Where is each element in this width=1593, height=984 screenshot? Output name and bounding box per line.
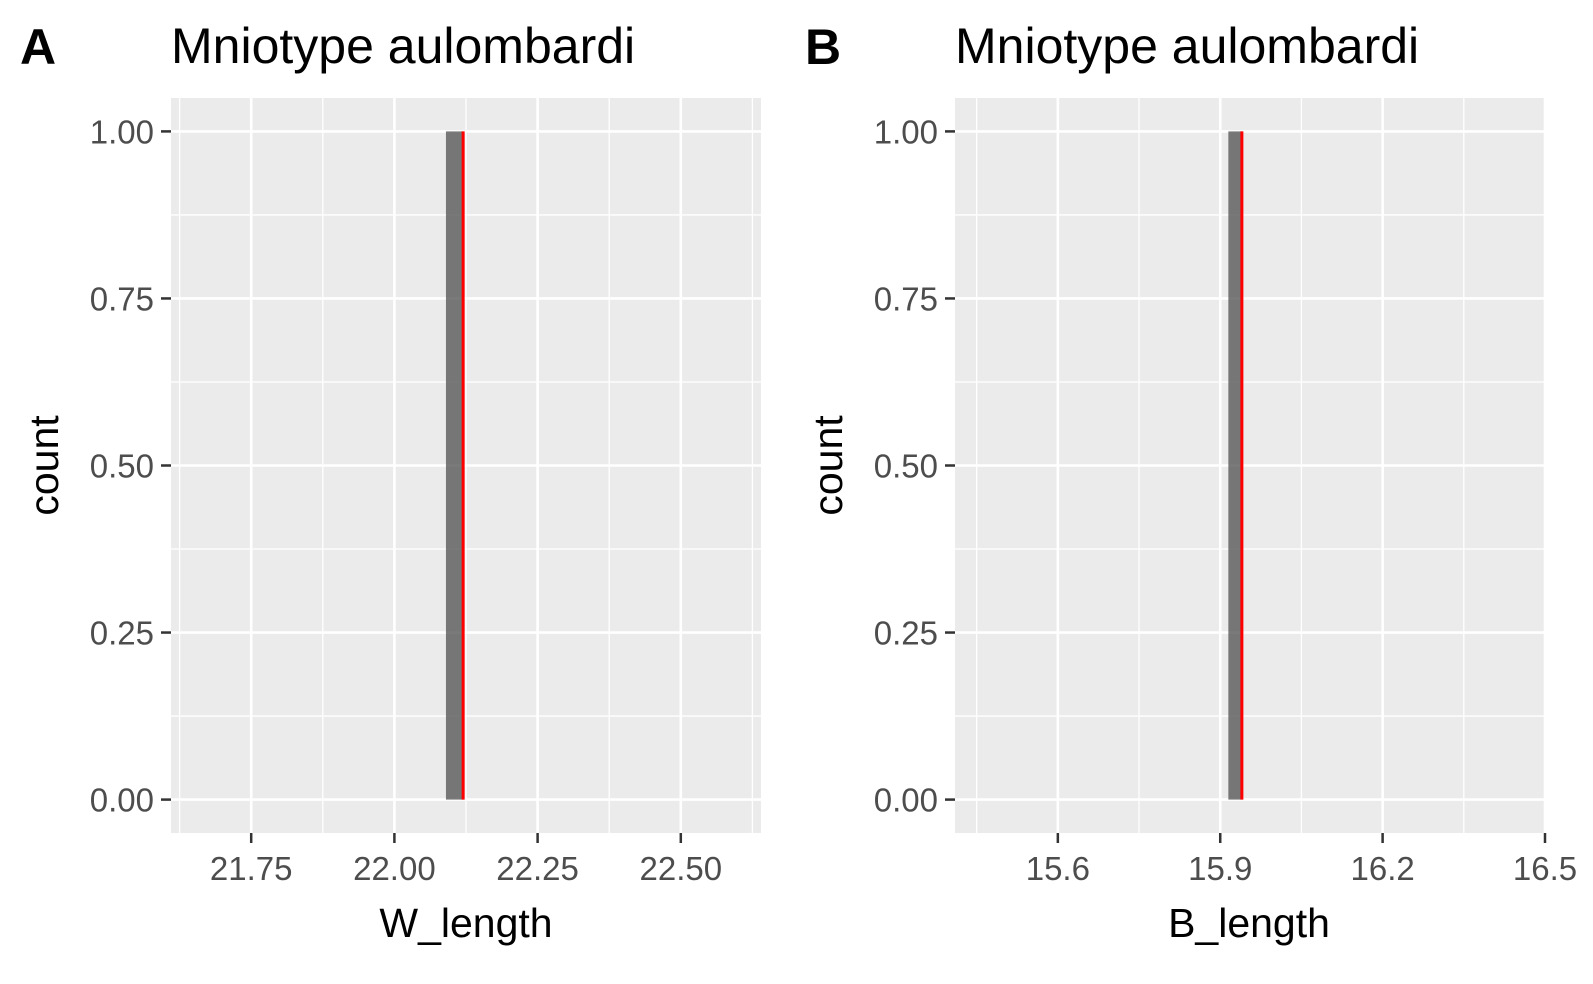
x-tick-label: 22.25 — [496, 850, 579, 887]
panel-tag: B — [805, 19, 841, 75]
chart-title: Mniotype aulombardi — [955, 18, 1419, 74]
y-tick-label: 0.25 — [90, 615, 154, 652]
x-axis-title: B_length — [1168, 900, 1330, 946]
y-tick-label: 0.00 — [874, 782, 938, 819]
x-tick-label: 15.9 — [1188, 850, 1252, 887]
x-axis-title: W_length — [379, 900, 552, 946]
y-axis-title: count — [805, 415, 851, 516]
y-axis-title: count — [21, 415, 67, 516]
y-tick-label: 0.50 — [874, 448, 938, 485]
y-tick-label: 1.00 — [90, 113, 154, 150]
panel-tag: A — [20, 19, 56, 75]
y-tick-label: 1.00 — [874, 113, 938, 150]
y-tick-label: 0.75 — [90, 280, 154, 317]
y-tick-label: 0.00 — [90, 782, 154, 819]
x-tick-label: 16.5 — [1513, 850, 1577, 887]
x-tick-label: 22.50 — [640, 850, 723, 887]
chart-panel-a: A Mniotype aulombardi 0.00 0.25 0.50 0.75 1.00… — [20, 18, 761, 946]
y-tick-label: 0.75 — [874, 280, 938, 317]
histogram-bar — [1228, 131, 1242, 800]
x-tick-label: 16.2 — [1350, 850, 1414, 887]
chart-title: Mniotype aulombardi — [171, 18, 635, 74]
y-tick-label: 0.25 — [874, 615, 938, 652]
y-tick-label: 0.50 — [90, 448, 154, 485]
x-tick-label: 22.00 — [353, 850, 436, 887]
chart-panel-b: B Mniotype aulombardi 0.00 0.25 0.50 0.75 1.00… — [805, 18, 1577, 946]
x-tick-label: 21.75 — [210, 850, 293, 887]
x-tick-label: 15.6 — [1026, 850, 1090, 887]
histogram-bar — [445, 131, 464, 800]
